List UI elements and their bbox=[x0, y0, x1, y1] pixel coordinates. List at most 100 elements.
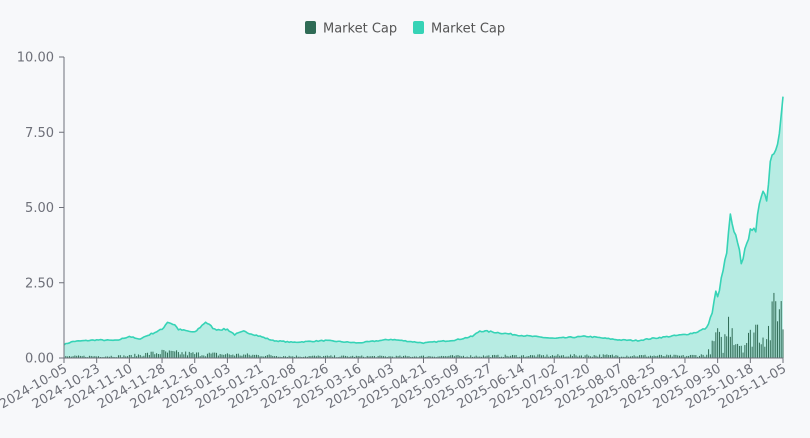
bar bbox=[219, 354, 221, 358]
bar bbox=[669, 354, 671, 358]
bar bbox=[245, 354, 247, 358]
bar bbox=[555, 355, 557, 358]
bar bbox=[388, 356, 390, 358]
bar bbox=[308, 356, 310, 358]
bar bbox=[426, 356, 428, 358]
bar bbox=[79, 355, 81, 358]
bar bbox=[513, 355, 515, 358]
bar bbox=[713, 341, 715, 358]
bar bbox=[560, 355, 562, 358]
bar bbox=[272, 355, 274, 358]
bar bbox=[577, 356, 579, 358]
bar bbox=[744, 345, 746, 358]
bar bbox=[633, 355, 635, 358]
bar bbox=[715, 332, 717, 358]
bar bbox=[183, 354, 185, 358]
bar bbox=[237, 353, 239, 358]
bar bbox=[161, 349, 163, 358]
bar bbox=[141, 356, 143, 358]
bar bbox=[134, 353, 136, 358]
bar bbox=[112, 356, 114, 358]
bar bbox=[270, 355, 272, 358]
bar bbox=[764, 346, 766, 358]
bar bbox=[718, 331, 720, 358]
bar bbox=[586, 354, 588, 358]
bar bbox=[700, 354, 702, 358]
bar bbox=[216, 352, 218, 358]
bar bbox=[288, 355, 290, 358]
legend[interactable]: Market Cap Market Cap bbox=[305, 21, 505, 37]
bar bbox=[127, 356, 129, 358]
bar bbox=[746, 342, 748, 358]
bar bbox=[410, 356, 412, 358]
bar bbox=[277, 356, 279, 358]
bar bbox=[295, 355, 297, 358]
bar bbox=[751, 346, 753, 358]
bar bbox=[666, 354, 668, 358]
bar bbox=[682, 354, 684, 358]
bar bbox=[604, 354, 606, 358]
bar bbox=[221, 354, 223, 358]
bar bbox=[379, 355, 381, 358]
bar bbox=[551, 355, 553, 358]
bar bbox=[395, 355, 397, 358]
bar bbox=[600, 356, 602, 358]
legend-item-area[interactable]: Market Cap bbox=[413, 21, 505, 37]
bar bbox=[205, 356, 207, 358]
bar bbox=[737, 343, 739, 358]
bar bbox=[90, 355, 92, 358]
bar bbox=[268, 354, 270, 358]
bar bbox=[504, 354, 506, 358]
bar bbox=[524, 356, 526, 358]
bar bbox=[259, 356, 261, 358]
bar bbox=[88, 355, 90, 358]
bar bbox=[132, 356, 134, 358]
bar bbox=[157, 354, 159, 358]
bar bbox=[769, 340, 771, 358]
bar bbox=[493, 354, 495, 358]
bar bbox=[188, 351, 190, 358]
bar bbox=[724, 334, 726, 358]
bar bbox=[758, 342, 760, 358]
bar bbox=[526, 356, 528, 358]
bar bbox=[546, 354, 548, 358]
bar bbox=[306, 356, 308, 358]
bar bbox=[290, 356, 292, 358]
bar bbox=[404, 355, 406, 358]
bar bbox=[677, 355, 679, 358]
bar bbox=[738, 345, 740, 358]
bar bbox=[433, 356, 435, 358]
legend-item-bar[interactable]: Market Cap bbox=[305, 21, 397, 37]
bar bbox=[557, 354, 559, 358]
bar bbox=[334, 355, 336, 358]
bar bbox=[357, 356, 359, 358]
bar bbox=[495, 355, 497, 358]
bar bbox=[472, 356, 474, 358]
bar bbox=[702, 354, 704, 358]
bar bbox=[506, 355, 508, 358]
bar bbox=[352, 355, 354, 358]
bar bbox=[622, 356, 624, 358]
bar bbox=[780, 301, 782, 358]
bar bbox=[635, 356, 637, 358]
bar bbox=[648, 356, 650, 358]
bar bbox=[152, 351, 154, 358]
bar bbox=[446, 356, 448, 358]
bar bbox=[444, 356, 446, 358]
bar bbox=[303, 356, 305, 358]
bar bbox=[372, 356, 374, 358]
bar bbox=[174, 351, 176, 358]
bar bbox=[110, 355, 112, 358]
legend-label-bar: Market Cap bbox=[323, 22, 397, 37]
bar bbox=[339, 356, 341, 358]
axes: 0.002.505.007.5010.002024-10-052024-10-2… bbox=[0, 51, 789, 413]
bar bbox=[668, 355, 670, 358]
bar bbox=[564, 356, 566, 358]
bar bbox=[346, 356, 348, 358]
bar bbox=[359, 356, 361, 358]
bar bbox=[370, 356, 372, 358]
bar bbox=[263, 356, 265, 358]
bar bbox=[590, 356, 592, 358]
bar bbox=[428, 356, 430, 358]
bar bbox=[570, 354, 572, 358]
